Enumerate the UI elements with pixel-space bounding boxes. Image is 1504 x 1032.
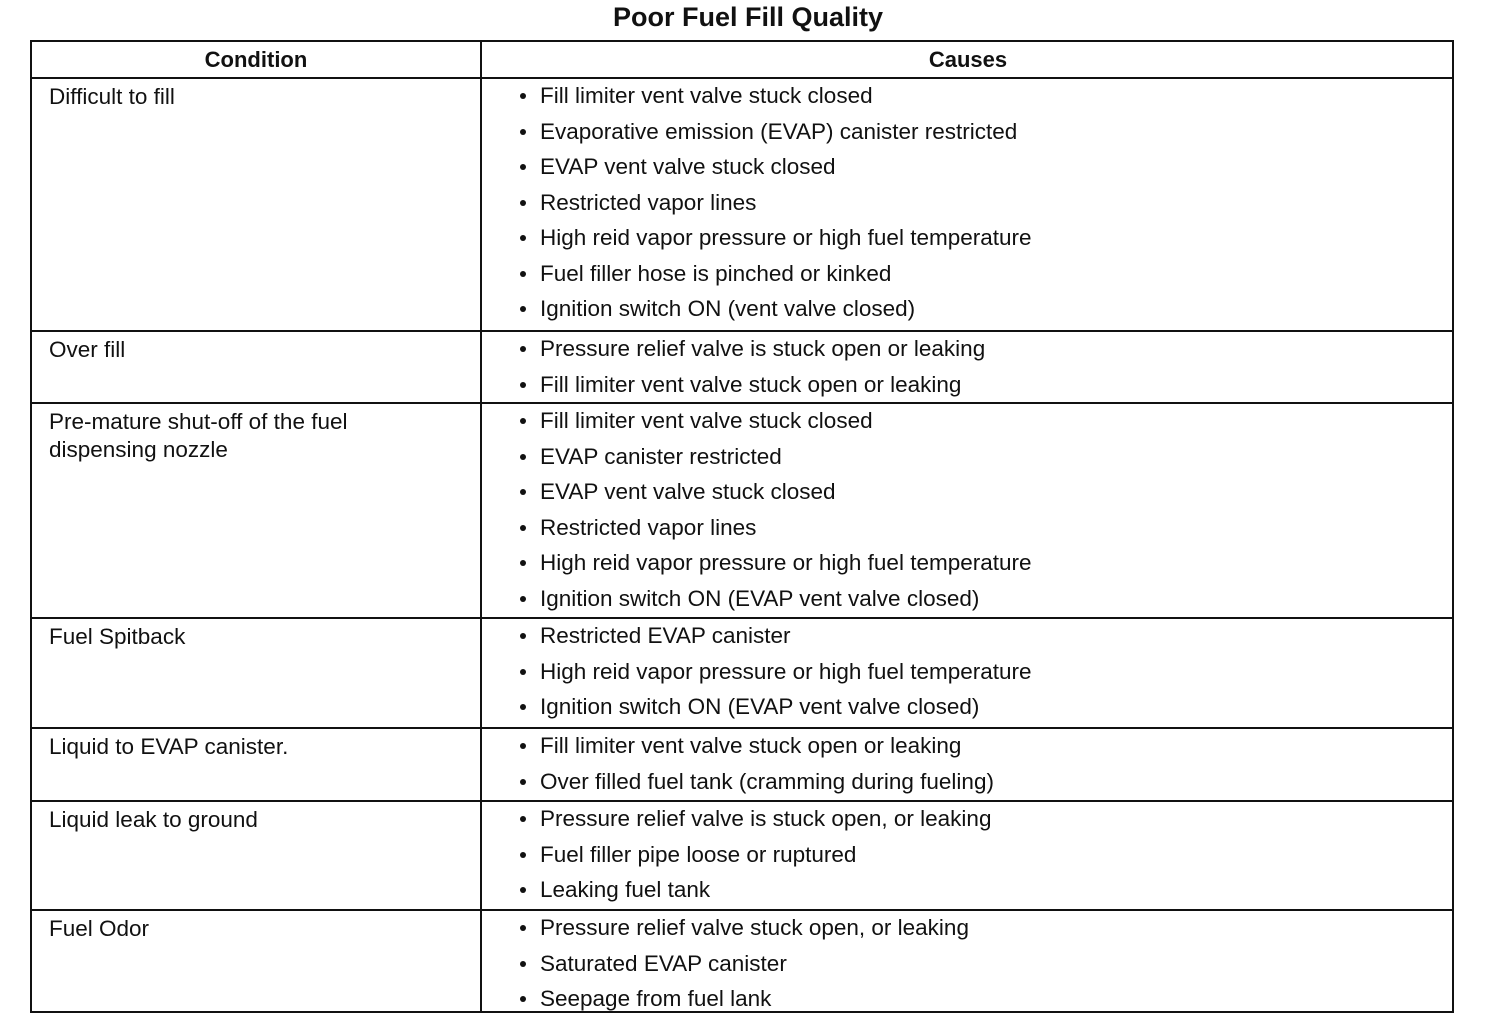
row-divider (32, 909, 1452, 911)
cause-item: Ignition switch ON (EVAP vent valve clos… (519, 585, 980, 611)
cause-item: Over filled fuel tank (cramming during f… (520, 768, 994, 794)
cause-item: Fill limiter vent valve stuck open or le… (519, 733, 962, 758)
condition-cell: Fuel Odor (49, 916, 150, 941)
cause-item: Fuel filler pipe loose or ruptured (519, 841, 857, 867)
cause-item: High reid vapor pressure or high fuel te… (520, 550, 1032, 575)
cause-item: Ignition switch ON (vent valve closed) (519, 296, 916, 321)
cause-item: Seepage from fuel lank (519, 986, 772, 1011)
cause-item: Ignition switch ON (EVAP vent valve clos… (519, 694, 980, 719)
row-divider (32, 800, 1452, 802)
row-divider (32, 330, 1452, 332)
condition-cell: Pre-mature shut-off of the fuel dispensi… (49, 409, 348, 462)
cause-item: Evaporative emission (EVAP) canister res… (519, 118, 1018, 144)
cause-item: Leaking fuel tank (519, 877, 711, 902)
column-divider (480, 42, 482, 1011)
header-cell: Condition (204, 47, 308, 72)
condition-cell: Difficult to fill (49, 84, 175, 109)
cause-item: Fuel filler hose is pinched or kinked (519, 260, 892, 286)
condition-cell: Over fill (49, 337, 126, 362)
cause-item: Fill limiter vent valve stuck closed (520, 83, 873, 108)
cause-item: Pressure relief valve stuck open, or lea… (520, 915, 969, 940)
condition-cell: Fuel Spitback (49, 624, 186, 649)
cause-item: Fill limiter vent valve stuck closed (520, 408, 873, 433)
cause-item: EVAP vent valve stuck closed (520, 154, 836, 179)
cause-item: Pressure relief valve is stuck open, or … (519, 806, 992, 831)
cause-item: EVAP canister restricted (520, 443, 782, 469)
condition-cell: Liquid to EVAP canister. (49, 734, 289, 759)
row-divider (32, 77, 1452, 79)
row-divider (32, 402, 1452, 404)
cause-item: High reid vapor pressure or high fuel te… (520, 225, 1032, 250)
cause-item: Saturated EVAP canister (520, 950, 787, 976)
cause-item: Restricted vapor lines (519, 514, 757, 540)
table-title: Poor Fuel Fill Quality (612, 2, 884, 32)
header-cell: Causes (928, 47, 1008, 72)
condition-cell: Liquid leak to ground (49, 807, 258, 832)
cause-item: Restricted vapor lines (519, 189, 757, 215)
cause-item: Pressure relief valve is stuck open or l… (519, 336, 986, 361)
cause-item: High reid vapor pressure or high fuel te… (520, 658, 1032, 684)
cause-item: EVAP vent valve stuck closed (520, 479, 836, 504)
row-divider (32, 727, 1452, 729)
cause-item: Fill limiter vent valve stuck open or le… (519, 371, 962, 397)
row-divider (32, 617, 1452, 619)
table: Condition Causes Difficult to fill Fill l… (30, 40, 1454, 1013)
cause-item: Restricted EVAP canister (520, 623, 791, 648)
